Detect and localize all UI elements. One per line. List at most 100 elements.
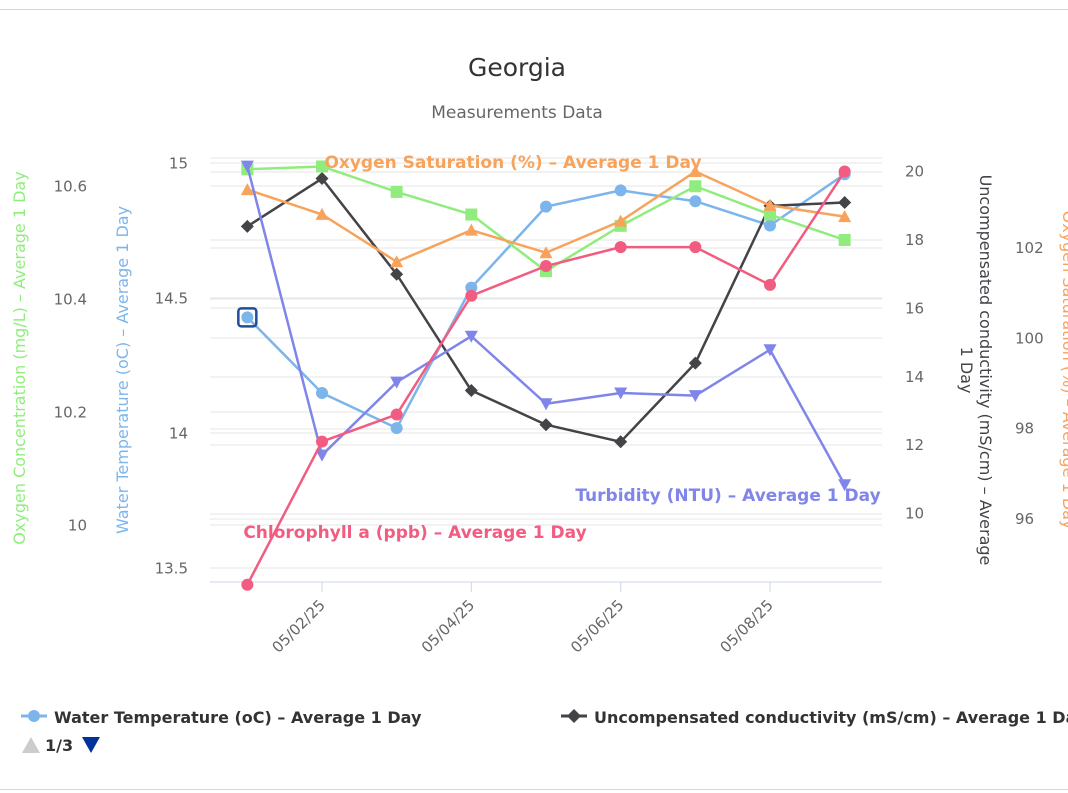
y-tick-label-cond: 12 bbox=[905, 436, 924, 454]
data-point[interactable] bbox=[614, 214, 628, 227]
x-axis: 05/02/25 05/04/25 05/06/25 05/08/25 bbox=[268, 582, 777, 656]
data-point[interactable] bbox=[316, 386, 328, 399]
data-point[interactable] bbox=[315, 449, 329, 462]
data-point[interactable] bbox=[390, 255, 404, 268]
y-tick-label-cond: 18 bbox=[905, 231, 924, 249]
data-point[interactable] bbox=[689, 241, 702, 254]
data-point[interactable] bbox=[764, 219, 776, 232]
data-point[interactable] bbox=[464, 384, 478, 398]
legend-page-down-icon[interactable] bbox=[82, 737, 100, 753]
annotation-oxygen-saturation: Oxygen Saturation (%) – Average 1 Day bbox=[324, 153, 701, 173]
data-point[interactable] bbox=[241, 578, 254, 591]
data-point[interactable] bbox=[540, 260, 552, 273]
series-0[interactable] bbox=[241, 168, 851, 435]
data-point[interactable] bbox=[539, 418, 553, 432]
legend-label-water-temperature: Water Temperature (oC) – Average 1 Day bbox=[54, 708, 422, 727]
data-point[interactable] bbox=[689, 195, 702, 208]
data-point[interactable] bbox=[838, 165, 851, 178]
data-point[interactable] bbox=[539, 398, 553, 411]
data-point[interactable] bbox=[838, 479, 852, 492]
data-point[interactable] bbox=[838, 233, 851, 246]
top-divider bbox=[0, 9, 1068, 10]
legend-item-water-temperature[interactable]: Water Temperature (oC) – Average 1 Day bbox=[21, 708, 422, 727]
y-tick-label-temp: 14.5 bbox=[155, 289, 188, 307]
data-point[interactable] bbox=[539, 246, 553, 259]
chart-subtitle: Measurements Data bbox=[431, 103, 603, 123]
data-point[interactable] bbox=[241, 311, 254, 324]
data-point[interactable] bbox=[390, 376, 404, 389]
y-axis-title-temp: Water Temperature (oC) – Average 1 Day bbox=[113, 206, 132, 534]
series-3[interactable] bbox=[240, 165, 852, 268]
data-point[interactable] bbox=[838, 195, 852, 209]
series-4[interactable] bbox=[240, 160, 852, 492]
y-tick-label-sat: 100 bbox=[1015, 329, 1044, 347]
data-point[interactable] bbox=[390, 422, 403, 435]
legend-item-conductivity[interactable]: Uncompensated conductivity (mS/cm) – Ave… bbox=[561, 708, 1068, 727]
data-point[interactable] bbox=[240, 183, 254, 196]
legend-page-up-icon[interactable] bbox=[22, 737, 40, 753]
y-tick-label-temp: 15 bbox=[169, 154, 188, 172]
x-tick-label: 05/02/25 bbox=[268, 596, 328, 656]
y-axis-title-do: Oxygen Concentration (mg/L) – Average 1 … bbox=[10, 171, 29, 544]
hover-highlight bbox=[237, 307, 258, 328]
data-point[interactable] bbox=[689, 180, 702, 193]
chart-title: Georgia bbox=[468, 53, 566, 82]
data-point[interactable] bbox=[464, 330, 478, 343]
data-point[interactable] bbox=[465, 208, 478, 221]
series-layer[interactable] bbox=[237, 160, 852, 591]
data-point[interactable] bbox=[316, 160, 328, 173]
data-point[interactable] bbox=[688, 165, 702, 178]
x-tick-label: 05/06/25 bbox=[567, 596, 627, 656]
series-5[interactable] bbox=[241, 165, 851, 591]
annotation-turbidity: Turbidity (NTU) – Average 1 Day bbox=[575, 486, 880, 506]
y-axis-title-sat: Oxygen Saturation (%) – Average 1 Day bbox=[1059, 211, 1068, 530]
data-point[interactable] bbox=[240, 219, 254, 233]
bottom-divider bbox=[0, 789, 1068, 790]
data-point[interactable] bbox=[764, 208, 776, 221]
y-tick-label-temp: 14 bbox=[169, 424, 188, 442]
legend-page-indicator: 1/3 bbox=[45, 736, 73, 755]
data-point[interactable] bbox=[688, 356, 702, 370]
data-point[interactable] bbox=[763, 198, 777, 211]
data-point[interactable] bbox=[688, 390, 702, 403]
y-tick-label-do: 10 bbox=[68, 516, 87, 534]
series-2[interactable] bbox=[241, 160, 851, 278]
y-tick-label-do: 10.4 bbox=[54, 290, 87, 308]
series-annotations: Oxygen Saturation (%) – Average 1 Day Tu… bbox=[243, 153, 880, 543]
data-point[interactable] bbox=[614, 184, 627, 197]
x-tick-label: 05/04/25 bbox=[418, 596, 478, 656]
y-axis-title-line: Uncompensated conductivity (mS/cm) – Ave… bbox=[976, 175, 995, 566]
legend-diamond-icon bbox=[567, 709, 581, 723]
y-tick-label-do: 10.2 bbox=[54, 403, 87, 421]
data-point[interactable] bbox=[465, 289, 478, 302]
data-point[interactable] bbox=[390, 185, 403, 198]
y-axes: 10 10.2 10.4 10.6 Oxygen Concentration (mg/L… bbox=[10, 154, 1068, 577]
y-axis-title-cond: Uncompensated conductivity (mS/cm) – Ave… bbox=[957, 175, 995, 566]
data-point[interactable] bbox=[614, 241, 627, 254]
data-point[interactable] bbox=[315, 207, 329, 220]
data-point[interactable] bbox=[614, 387, 628, 400]
data-point[interactable] bbox=[764, 278, 776, 291]
y-tick-label-sat: 102 bbox=[1015, 239, 1044, 257]
x-tick-label: 05/08/25 bbox=[716, 596, 776, 656]
y-tick-label-sat: 98 bbox=[1015, 420, 1034, 438]
legend-label-conductivity: Uncompensated conductivity (mS/cm) – Ave… bbox=[594, 708, 1068, 727]
data-point[interactable] bbox=[390, 267, 404, 281]
data-point[interactable] bbox=[240, 160, 254, 173]
y-axis-title-line: 1 Day bbox=[957, 347, 976, 394]
data-point[interactable] bbox=[316, 435, 328, 448]
data-point[interactable] bbox=[838, 210, 852, 223]
y-tick-label-cond: 14 bbox=[905, 368, 924, 386]
y-tick-label-cond: 16 bbox=[905, 299, 924, 317]
data-point[interactable] bbox=[315, 172, 329, 186]
data-point[interactable] bbox=[464, 223, 478, 236]
legend[interactable]: Water Temperature (oC) – Average 1 Day U… bbox=[21, 708, 1068, 755]
data-point[interactable] bbox=[390, 408, 403, 421]
data-point[interactable] bbox=[614, 435, 628, 449]
data-point[interactable] bbox=[540, 200, 552, 213]
y-tick-label-cond: 20 bbox=[905, 163, 924, 181]
data-point[interactable] bbox=[763, 344, 777, 357]
y-tick-label-sat: 96 bbox=[1015, 510, 1034, 528]
annotation-chlorophyll: Chlorophyll a (ppb) – Average 1 Day bbox=[243, 523, 586, 543]
